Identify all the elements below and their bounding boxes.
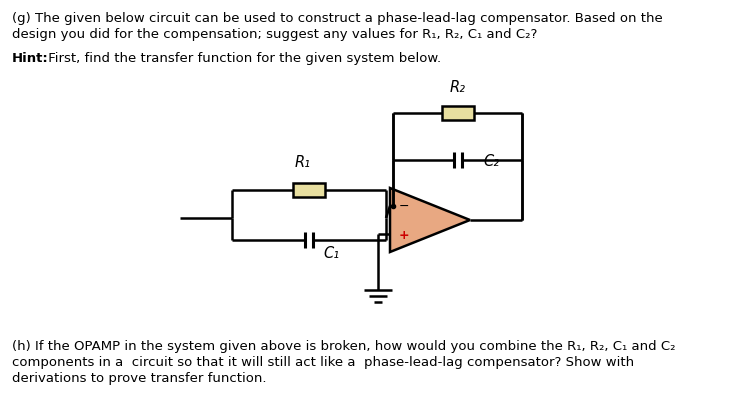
Text: R₂: R₂ <box>449 80 465 95</box>
Polygon shape <box>390 188 470 252</box>
Text: +: + <box>399 229 410 242</box>
Text: design you did for the compensation; suggest any values for R₁, R₂, C₁ and C₂?: design you did for the compensation; sug… <box>12 28 537 41</box>
Text: First, find the transfer function for the given system below.: First, find the transfer function for th… <box>44 52 441 65</box>
Bar <box>441 106 474 120</box>
Text: C₂: C₂ <box>484 155 500 170</box>
Text: (h) If the OPAMP in the system given above is broken, how would you combine the : (h) If the OPAMP in the system given abo… <box>12 340 676 353</box>
Text: (g) The given below circuit can be used to construct a phase-lead-lag compensato: (g) The given below circuit can be used … <box>12 12 663 25</box>
Text: R₁: R₁ <box>295 155 311 170</box>
Bar <box>293 183 325 197</box>
Text: −: − <box>399 200 410 214</box>
Text: components in a  circuit so that it will still act like a  phase-lead-lag compen: components in a circuit so that it will … <box>12 356 634 369</box>
Text: derivations to prove transfer function.: derivations to prove transfer function. <box>12 372 267 385</box>
Text: Hint:: Hint: <box>12 52 49 65</box>
Text: C₁: C₁ <box>323 246 339 261</box>
